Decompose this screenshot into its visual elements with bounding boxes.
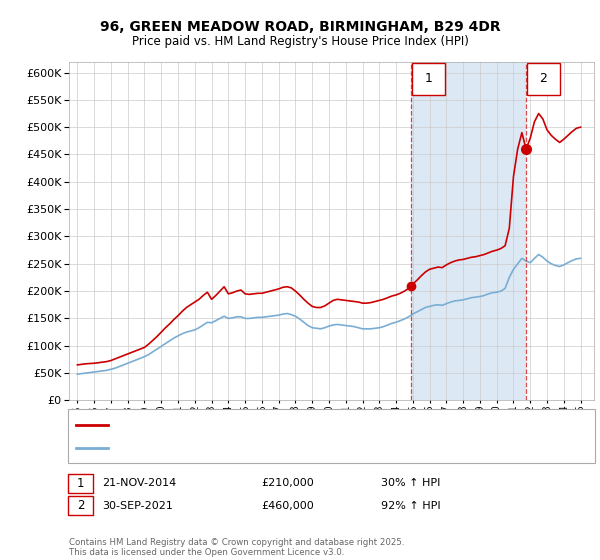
Text: 30% ↑ HPI: 30% ↑ HPI — [381, 478, 440, 488]
Text: Price paid vs. HM Land Registry's House Price Index (HPI): Price paid vs. HM Land Registry's House … — [131, 35, 469, 48]
Text: £210,000: £210,000 — [261, 478, 314, 488]
Bar — [411, 62, 526, 400]
Text: 1: 1 — [425, 72, 433, 86]
Text: 1: 1 — [77, 477, 84, 490]
Text: 96, GREEN MEADOW ROAD, BIRMINGHAM, B29 4DR: 96, GREEN MEADOW ROAD, BIRMINGHAM, B29 4… — [100, 20, 500, 34]
Text: 96, GREEN MEADOW ROAD, BIRMINGHAM, B29 4DR (semi-detached house): 96, GREEN MEADOW ROAD, BIRMINGHAM, B29 4… — [115, 420, 493, 430]
Text: 21-NOV-2014: 21-NOV-2014 — [102, 478, 176, 488]
Text: 2: 2 — [77, 499, 84, 512]
Text: £460,000: £460,000 — [261, 501, 314, 511]
Text: Contains HM Land Registry data © Crown copyright and database right 2025.
This d: Contains HM Land Registry data © Crown c… — [69, 538, 404, 557]
Text: 30-SEP-2021: 30-SEP-2021 — [102, 501, 173, 511]
Text: HPI: Average price, semi-detached house, Birmingham: HPI: Average price, semi-detached house,… — [115, 442, 388, 452]
Text: 92% ↑ HPI: 92% ↑ HPI — [381, 501, 440, 511]
Text: 2: 2 — [539, 72, 547, 86]
